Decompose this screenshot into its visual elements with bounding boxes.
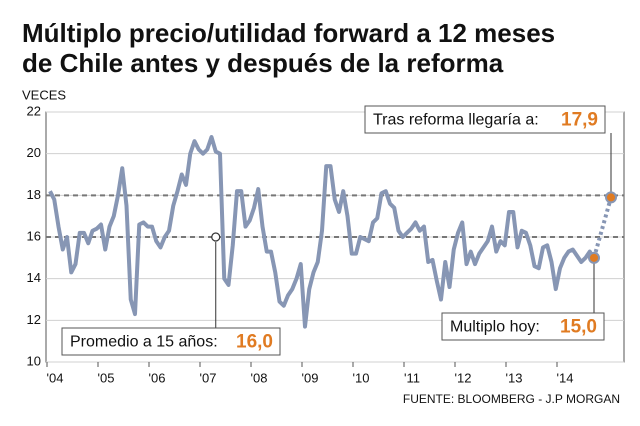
y-tick-label: 22: [27, 103, 41, 118]
y-tick-label: 16: [27, 228, 41, 243]
x-tick-label: '12: [455, 370, 472, 385]
annotation-point: [588, 251, 600, 264]
chart-title: de Chile antes y después de la reforma: [22, 48, 504, 78]
y-axis-label: VECES: [22, 87, 66, 102]
x-tick-label: '07: [200, 370, 217, 385]
x-tick-label: '13: [506, 370, 523, 385]
y-tick-label: 14: [27, 270, 41, 285]
y-tick-label: 10: [27, 353, 41, 368]
data-line: [48, 135, 596, 329]
x-tick-label: '04: [47, 370, 64, 385]
annotation-text: Tras reforma llegaría a:: [373, 112, 539, 129]
y-tick-label: 18: [27, 187, 41, 202]
x-tick-label: '14: [557, 370, 574, 385]
annotation-value: 17,9: [561, 110, 598, 131]
source: FUENTE: BLOOMBERG - J.P MORGAN: [403, 392, 620, 406]
annotation-text: Multiplo hoy:: [450, 319, 540, 336]
annotation-value: 15,0: [560, 317, 597, 338]
annotation-value: 16,0: [236, 332, 273, 353]
y-tick-label: 12: [27, 312, 41, 327]
chart-title: Múltiplo precio/utilidad forward a 12 me…: [22, 18, 555, 48]
x-tick-label: '11: [404, 370, 420, 385]
annotation-box: [441, 312, 605, 341]
x-tick-label: '06: [149, 370, 166, 385]
x-tick-label: '10: [353, 370, 370, 385]
x-tick-label: '09: [302, 370, 319, 385]
annotation-box: [364, 105, 606, 134]
annotation-point: [605, 191, 617, 204]
projection-line: [592, 196, 613, 259]
x-tick-label: '08: [251, 370, 268, 385]
annotation-point: [211, 232, 221, 242]
y-tick-label: 20: [27, 145, 41, 160]
annotation-text: Promedio a 15 años:: [70, 334, 218, 351]
x-tick-label: '05: [98, 370, 115, 385]
annotation-box: [61, 327, 281, 356]
